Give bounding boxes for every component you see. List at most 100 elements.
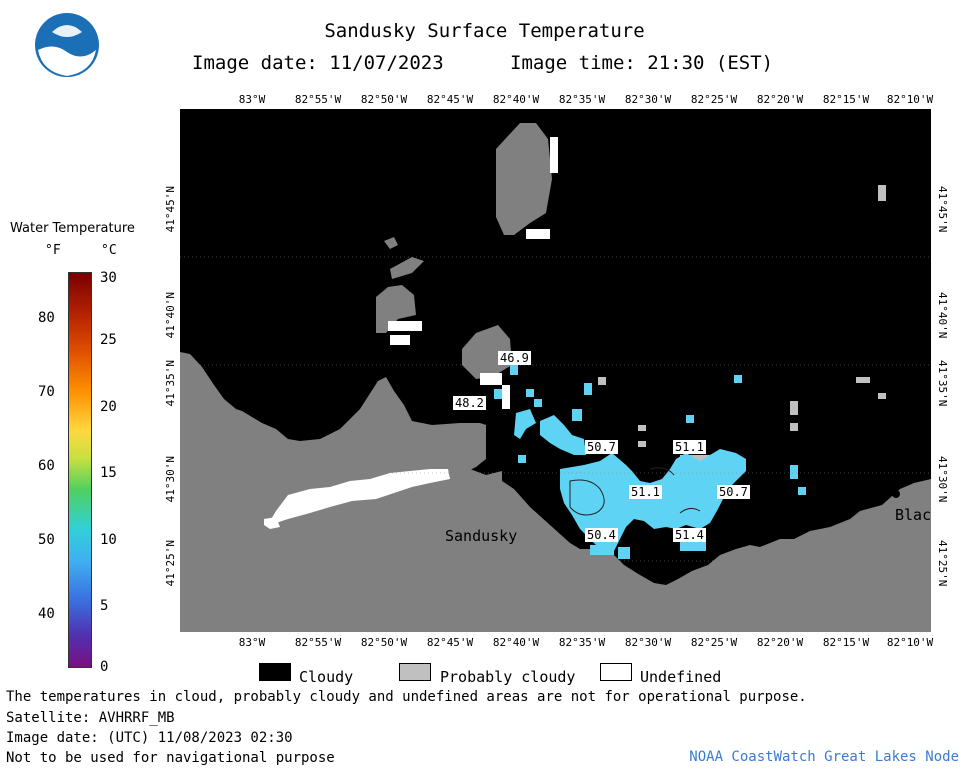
longitude-tick-bottom: 82°40'W xyxy=(492,636,540,649)
land-island-1 xyxy=(376,285,416,333)
isotherm-line xyxy=(649,467,675,476)
water-patch xyxy=(790,465,798,479)
longitude-tick-top: 83°W xyxy=(238,93,266,106)
satellite-note: Satellite: AVHRRF_MB xyxy=(6,710,175,726)
image-time: Image time: 21:30 (EST) xyxy=(510,52,774,74)
legend-unit-f: °F xyxy=(45,243,61,258)
water-patch xyxy=(526,389,534,397)
longitude-tick-top: 82°25'W xyxy=(690,93,738,106)
longitude-tick-top: 82°35'W xyxy=(558,93,606,106)
latitude-tick-left: 41°40'N xyxy=(164,292,177,339)
water-patch xyxy=(514,409,536,439)
undefined-area-3 xyxy=(550,137,558,173)
noaa-logo-text: NOAA xyxy=(55,36,79,45)
latitude-tick-left: 41°45'N xyxy=(164,186,177,233)
longitude-tick-top: 82°10'W xyxy=(886,93,934,106)
place-label-sandusky: Sandusky xyxy=(445,527,518,545)
water-patch xyxy=(540,415,586,455)
land-island-2 xyxy=(462,325,512,379)
undefined-area-8 xyxy=(502,385,510,409)
latitude-tick-right: 41°35'N xyxy=(936,360,949,407)
legend-tick-c: 25 xyxy=(100,332,117,348)
legend-title: Water Temperature xyxy=(10,221,135,236)
longitude-tick-bottom: 82°50'W xyxy=(360,636,408,649)
probably-cloudy-patch xyxy=(878,185,886,201)
sst-map xyxy=(180,109,931,632)
water-patch xyxy=(518,455,526,463)
undefined-area-5 xyxy=(388,321,422,331)
water-patch xyxy=(618,547,630,559)
longitude-tick-bottom: 82°25'W xyxy=(690,636,738,649)
temperature-value-label: 50.7 xyxy=(585,440,618,454)
water-patch xyxy=(534,399,542,407)
longitude-tick-top: 82°40'W xyxy=(492,93,540,106)
probably-cloudy-patch xyxy=(790,423,798,431)
water-patch xyxy=(798,487,806,495)
water-patch xyxy=(686,415,694,423)
land-island-4 xyxy=(384,237,398,249)
legend-tick-f: 80 xyxy=(38,310,55,326)
temperature-value-label: 50.7 xyxy=(717,485,750,499)
disclaimer-note: The temperatures in cloud, probably clou… xyxy=(6,689,807,705)
longitude-tick-bottom: 82°10'W xyxy=(886,636,934,649)
undefined-label: Undefined xyxy=(640,668,722,686)
water-patch xyxy=(510,365,518,375)
utc-date-note: Image date: (UTC) 11/08/2023 02:30 xyxy=(6,730,293,746)
temperature-value-label: 48.2 xyxy=(453,396,486,410)
noaa-logo: NOAA xyxy=(35,13,99,77)
cloudy-swatch xyxy=(259,663,291,681)
city-marker xyxy=(892,490,900,498)
water-patch xyxy=(590,545,614,555)
land-mainland xyxy=(180,352,931,632)
land-island-north xyxy=(496,123,552,235)
probably-cloudy-patch xyxy=(878,393,886,399)
legend-unit-c: °C xyxy=(101,243,117,258)
latitude-tick-right: 41°40'N xyxy=(936,292,949,339)
probably-cloudy-patch xyxy=(790,401,798,415)
land-island-3 xyxy=(390,257,424,279)
undefined-area-4 xyxy=(526,229,550,239)
undefined-area-6 xyxy=(390,335,410,345)
isotherm-line xyxy=(679,507,701,514)
longitude-tick-bottom: 82°15'W xyxy=(822,636,870,649)
longitude-tick-top: 82°45'W xyxy=(426,93,474,106)
longitude-tick-bottom: 82°45'W xyxy=(426,636,474,649)
water-patch xyxy=(680,539,706,551)
water-patch xyxy=(734,375,742,383)
longitude-tick-bottom: 82°20'W xyxy=(756,636,804,649)
longitude-tick-top: 82°20'W xyxy=(756,93,804,106)
undefined-swatch xyxy=(600,663,632,681)
probably-cloudy-patch xyxy=(638,425,646,431)
image-date: Image date: 11/07/2023 xyxy=(192,52,444,74)
latitude-tick-left: 41°25'N xyxy=(164,540,177,587)
longitude-tick-bottom: 82°35'W xyxy=(558,636,606,649)
water-patch xyxy=(494,389,502,399)
probably-cloudy-patch xyxy=(598,377,606,385)
latitude-tick-right: 41°30'N xyxy=(936,456,949,503)
latitude-tick-left: 41°30'N xyxy=(164,456,177,503)
latitude-tick-right: 41°45'N xyxy=(936,186,949,233)
longitude-tick-bottom: 82°30'W xyxy=(624,636,672,649)
legend-tick-c: 20 xyxy=(100,399,117,415)
water-patch xyxy=(572,409,582,421)
legend-tick-c: 10 xyxy=(100,532,117,548)
undefined-area-7 xyxy=(480,373,502,385)
temperature-value-label: 46.9 xyxy=(498,351,531,365)
longitude-tick-bottom: 82°55'W xyxy=(294,636,342,649)
water-patch xyxy=(584,383,592,395)
undefined-area-2 xyxy=(264,517,280,529)
legend-tick-f: 40 xyxy=(38,606,55,622)
legend-tick-c: 15 xyxy=(100,465,117,481)
probably-cloudy-patch xyxy=(856,377,870,383)
temperature-value-label: 50.4 xyxy=(585,528,618,542)
longitude-tick-bottom: 83°W xyxy=(238,636,266,649)
legend-tick-f: 70 xyxy=(38,384,55,400)
temperature-color-bar xyxy=(68,272,92,668)
probably-cloudy-label: Probably cloudy xyxy=(440,668,576,686)
credit-note: NOAA CoastWatch Great Lakes Node xyxy=(689,749,959,765)
cloudy-label: Cloudy xyxy=(299,668,354,686)
legend-tick-c: 30 xyxy=(100,270,117,286)
temperature-value-label: 51.1 xyxy=(629,485,662,499)
temperature-value-label: 51.4 xyxy=(673,528,706,542)
temperature-value-label: 51.1 xyxy=(673,440,706,454)
